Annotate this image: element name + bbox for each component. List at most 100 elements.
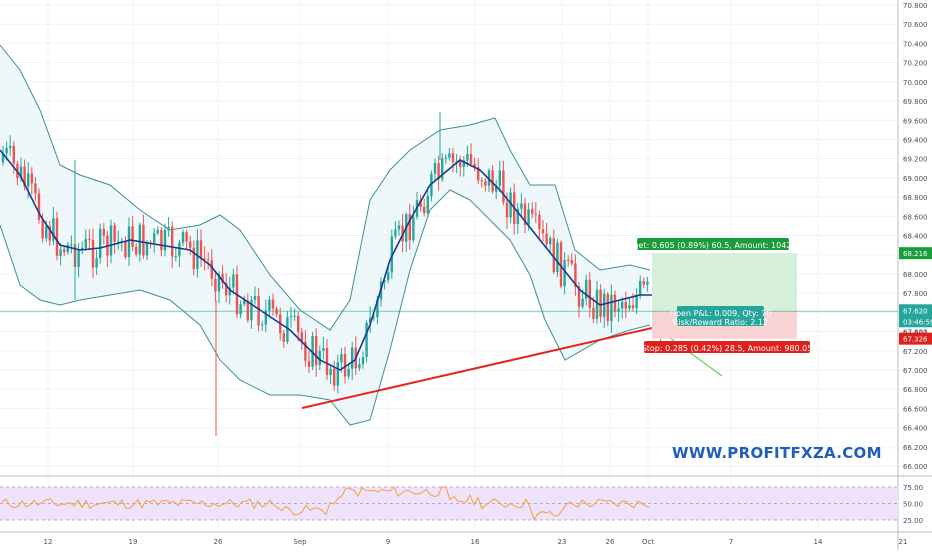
candle-body xyxy=(243,300,246,305)
candle-body xyxy=(563,259,566,287)
rsi-line xyxy=(1,486,651,521)
candle-body xyxy=(271,299,275,309)
candle-body xyxy=(261,324,264,326)
basis-path xyxy=(0,149,652,371)
candle-body xyxy=(466,153,469,161)
candle-body xyxy=(297,315,300,333)
candle-body xyxy=(484,180,487,186)
pl-label-text: Open P&L: 0.009, Qty: 70 xyxy=(670,309,772,318)
time-axis[interactable]: 12 19 26 Sep 9 16 23 26 Oct 7 14 21 xyxy=(44,538,908,546)
candle-body xyxy=(570,260,573,264)
annotation-arrow xyxy=(661,331,723,377)
stop-price-badge-text: 67.326 xyxy=(903,336,928,344)
candle-body xyxy=(599,289,602,317)
candle-body xyxy=(109,225,113,256)
price-tick-label: 69.800 xyxy=(903,98,928,106)
candle-body xyxy=(189,241,192,248)
candle-body xyxy=(358,364,361,369)
price-tick-label: 70.000 xyxy=(903,79,928,87)
candle-body xyxy=(99,228,102,259)
candle-body xyxy=(520,203,523,209)
price-tick-label: 69.000 xyxy=(903,175,928,183)
candle-body xyxy=(426,196,429,214)
candle-body xyxy=(369,318,372,323)
current-price-badge-bg xyxy=(899,304,932,317)
candle-body xyxy=(390,236,393,273)
entry-price-label: 67.611 xyxy=(903,328,928,336)
candle-body xyxy=(588,279,591,308)
candle-body xyxy=(621,301,624,309)
price-tick-label: 69.600 xyxy=(903,117,928,125)
candle-body xyxy=(77,249,80,267)
candle-body xyxy=(199,240,203,259)
candle-body xyxy=(27,173,30,187)
candle-body xyxy=(181,232,185,243)
candle-body xyxy=(30,173,33,184)
candle-body xyxy=(138,224,141,255)
long-position-tool[interactable]: Target: 0.605 (0.89%) 60.5, Amount: 1042… xyxy=(0,238,898,353)
candle-body xyxy=(455,161,458,163)
bollinger-lower xyxy=(0,189,651,426)
candle-body xyxy=(469,153,473,164)
candle-body xyxy=(495,186,498,192)
candle-body xyxy=(250,299,253,321)
candle-body xyxy=(628,305,631,309)
candle-body xyxy=(257,295,260,326)
candle-body xyxy=(171,226,174,257)
candle-body xyxy=(174,256,177,258)
rsi-tick-label: 75.00 xyxy=(903,484,923,492)
stop-label[interactable]: Stop: 0.285 (0.42%) 28.5, Amount: 980.05 xyxy=(642,341,813,353)
candle-body xyxy=(441,158,444,180)
candle-body xyxy=(397,225,401,230)
candle-body xyxy=(552,238,555,273)
candlestick-series xyxy=(1,112,649,436)
price-tick-label: 66.600 xyxy=(903,405,928,413)
candle-body xyxy=(23,166,26,187)
time-tick-label: 9 xyxy=(386,538,390,546)
time-tick-label: 21 xyxy=(899,538,908,546)
candle-body xyxy=(135,246,138,255)
candle-body xyxy=(541,229,545,234)
time-tick-label: 12 xyxy=(44,538,53,546)
candle-body xyxy=(52,218,55,241)
candle-body xyxy=(246,300,249,321)
target-label-bg xyxy=(637,238,789,250)
candle-body xyxy=(639,280,642,295)
candle-body xyxy=(315,336,318,366)
price-tick-label: 67.000 xyxy=(903,367,928,375)
price-axis[interactable]: 70.800 70.600 70.400 70.200 70.000 69.800 69.6… xyxy=(899,2,932,525)
candle-body xyxy=(333,368,336,386)
current-price-badge: 67.620 xyxy=(899,304,932,317)
candle-body xyxy=(545,233,548,245)
target-price-badge-text: 68.216 xyxy=(903,250,928,258)
target-label-text: Target: 0.605 (0.89%) 60.5, Amount: 1042… xyxy=(621,241,804,250)
candle-body xyxy=(311,336,314,367)
candle-body xyxy=(624,301,627,309)
candle-body xyxy=(473,163,476,168)
stop-price-badge: 67.326 xyxy=(899,332,932,345)
candle-body xyxy=(527,209,530,225)
candle-body xyxy=(221,273,224,283)
candle-body xyxy=(268,299,271,311)
candle-body xyxy=(351,347,354,369)
candle-body xyxy=(322,348,325,351)
candle-body xyxy=(538,214,541,230)
candle-body xyxy=(318,350,321,366)
candle-body xyxy=(55,218,59,256)
candle-body xyxy=(387,272,390,281)
candle-body xyxy=(581,298,584,307)
candle-body xyxy=(34,183,37,194)
candle-body xyxy=(91,239,95,268)
candle-body xyxy=(462,160,465,167)
candle-body xyxy=(383,280,386,282)
candle-body xyxy=(307,360,311,367)
price-tick-label: 70.400 xyxy=(903,40,928,48)
stop-label-bg xyxy=(644,341,810,353)
price-tick-label: 68.000 xyxy=(903,271,928,279)
candle-body xyxy=(153,233,156,243)
countdown-badge: 03:46:59 xyxy=(899,315,932,328)
target-label[interactable]: Target: 0.605 (0.89%) 60.5, Amount: 1042… xyxy=(621,238,804,250)
